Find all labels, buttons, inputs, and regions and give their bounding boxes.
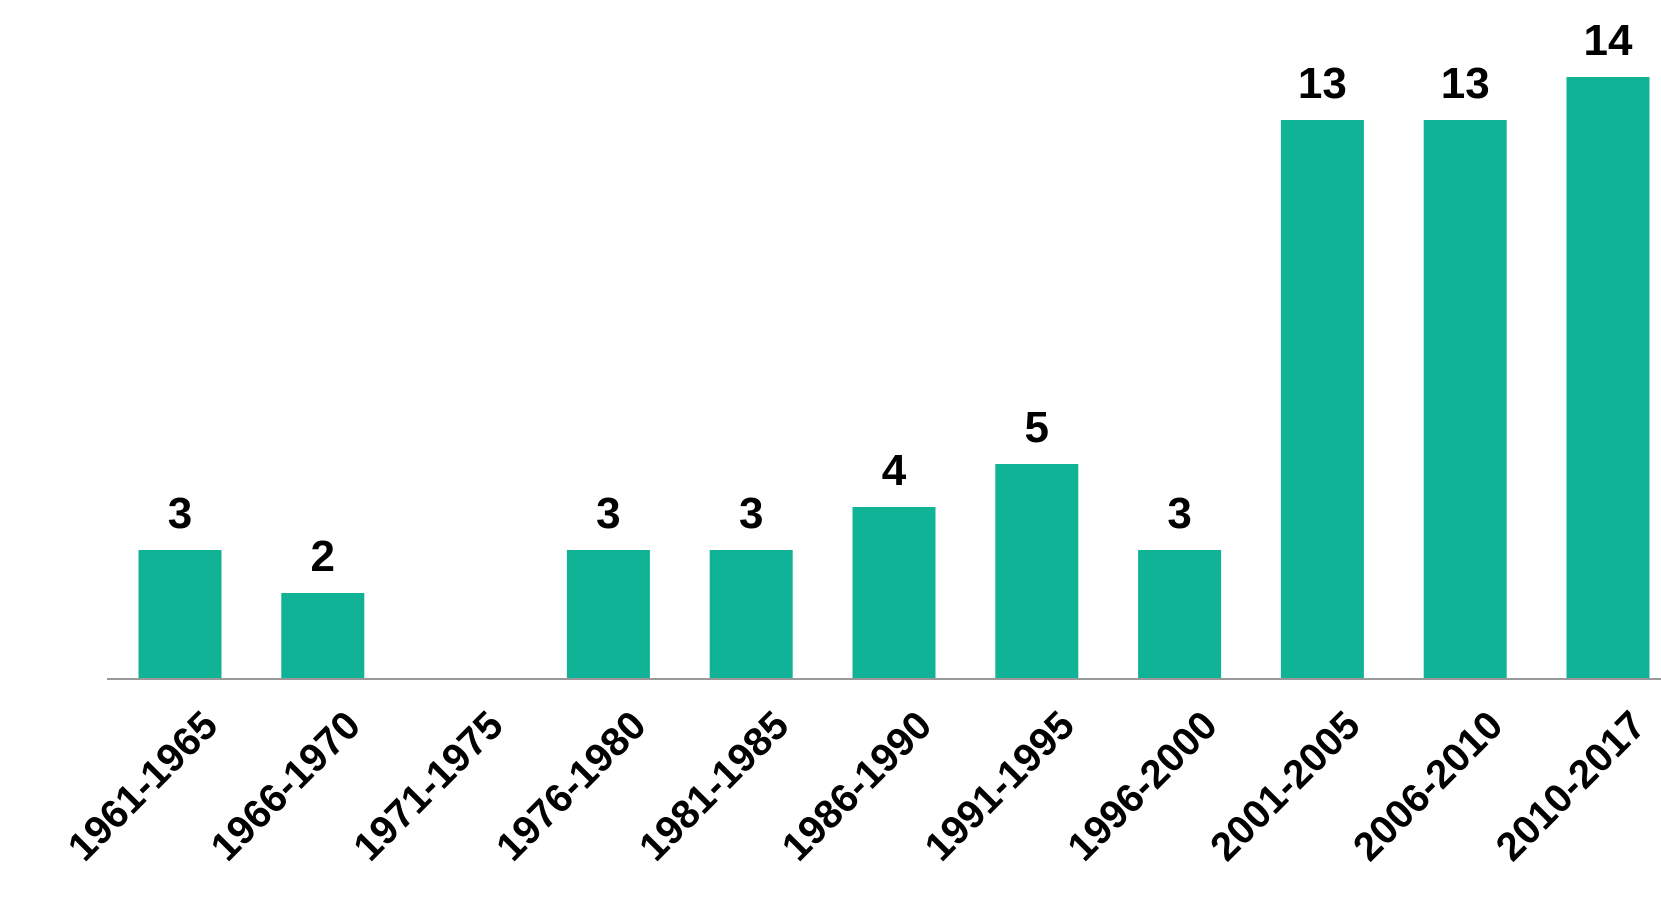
bar-1986-1990 [852,507,936,679]
bar-1981-1985 [709,550,793,679]
value-labels-group: 3 2 3 3 4 5 3 13 13 14 [168,16,1633,581]
tick-label-1971-1975: 1971-1975 [345,703,511,869]
tick-label-2006-2010: 2006-2010 [1345,703,1511,869]
value-label-2001-2005: 13 [1298,59,1347,108]
value-label-1976-1980: 3 [596,489,620,538]
bar-1996-2000 [1138,550,1222,679]
tick-label-1961-1965: 1961-1965 [60,703,226,869]
bar-2010-2017 [1566,77,1650,679]
bar-2001-2005 [1280,120,1364,679]
bar-1966-1970 [281,593,365,679]
value-label-2006-2010: 13 [1441,59,1490,108]
tick-label-1976-1980: 1976-1980 [488,703,654,869]
value-label-1991-1995: 5 [1025,403,1049,452]
value-label-1966-1970: 2 [311,532,335,581]
tick-label-2010-2017: 2010-2017 [1488,703,1654,869]
bar-2006-2010 [1423,120,1507,679]
bar-1961-1965 [138,550,222,679]
value-label-1986-1990: 4 [882,446,907,495]
bars-group [138,77,1650,679]
value-label-1981-1985: 3 [739,489,763,538]
tick-label-1966-1970: 1966-1970 [203,703,369,869]
bar-1976-1980 [566,550,650,679]
bar-1991-1995 [995,464,1079,679]
tick-label-1981-1985: 1981-1985 [631,703,797,869]
tick-label-1986-1990: 1986-1990 [774,703,940,869]
value-label-1996-2000: 3 [1167,489,1191,538]
value-label-1961-1965: 3 [168,489,192,538]
tick-label-1996-2000: 1996-2000 [1059,703,1225,869]
tick-labels-group: 1961-19651966-19701971-19751976-19801981… [60,703,1654,869]
value-label-2010-2017: 14 [1584,16,1633,65]
tick-label-1991-1995: 1991-1995 [917,703,1083,869]
tick-label-2001-2005: 2001-2005 [1202,703,1368,869]
